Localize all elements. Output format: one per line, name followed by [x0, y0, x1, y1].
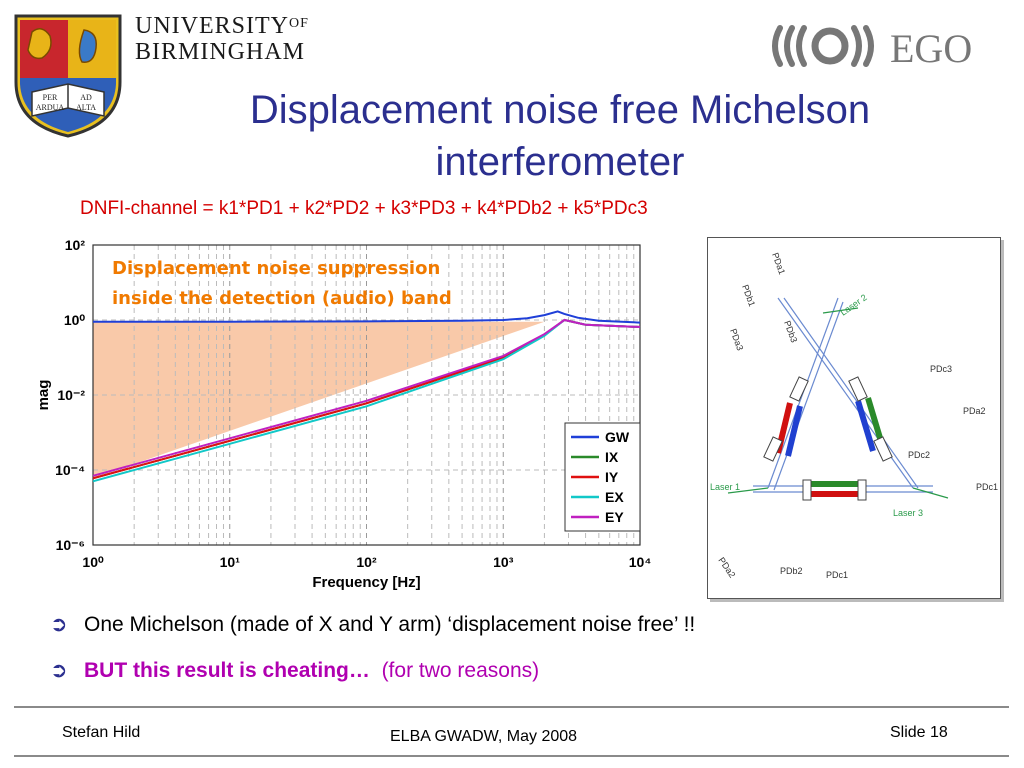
x-tick-label: 10²: [356, 554, 377, 570]
y-tick-label: 10⁻²: [57, 387, 85, 403]
university-of: OF: [289, 16, 309, 31]
arrow-bullet-icon: ➲: [50, 613, 68, 636]
bullet-2-strong: BUT this result is cheating…: [84, 659, 370, 682]
bullet-2-note: (for two reasons): [381, 659, 540, 682]
bullet-1: ➲ One Michelson (made of X and Y arm) ‘di…: [50, 612, 695, 637]
svg-text:ALTA: ALTA: [76, 103, 96, 112]
annotation-line: Displacement noise suppression: [112, 258, 440, 279]
label-pdc3: PDc3: [930, 364, 952, 374]
label-laser1: Laser 1: [710, 482, 740, 492]
legend-label-gw: GW: [605, 429, 630, 445]
label-pdc1-bottom: PDc1: [826, 570, 848, 580]
title-line1: Displacement noise free Michelson: [249, 88, 871, 132]
bullet-2: ➲ BUT this result is cheating… (for two r…: [50, 658, 539, 683]
series-line-gw: [93, 310, 641, 324]
label-laser2: Laser 2: [838, 292, 868, 317]
ego-logo: EGO: [770, 22, 1000, 75]
slide-title: Displacement noise free Michelson interf…: [120, 84, 1000, 188]
label-pda3: PDa3: [728, 327, 745, 352]
triangle-interferometer-sketch: PDa1 PDb1 PDb3 PDa3 Laser 2 PDc3 PDa2 PD…: [710, 251, 998, 580]
series-line-ey: [92, 318, 641, 477]
label-pdb1: PDb1: [740, 283, 757, 308]
university-line2: BIRMINGHAM: [135, 39, 306, 65]
y-tick-label: 10⁻⁶: [56, 537, 85, 553]
label-laser3: Laser 3: [893, 508, 923, 518]
x-axis-label: Frequency [Hz]: [312, 574, 420, 590]
svg-text:AD: AD: [80, 93, 92, 102]
x-tick-label: 10¹: [220, 554, 241, 570]
bullet-1-text: One Michelson (made of X and Y arm) ‘dis…: [84, 613, 696, 636]
y-tick-label: 10⁰: [64, 312, 86, 328]
dnfi-formula: DNFI-channel = k1*PD1 + k2*PD2 + k3*PD3 …: [80, 198, 648, 219]
ego-text: EGO: [890, 26, 972, 70]
arrow-bullet-icon: ➲: [50, 659, 68, 682]
legend-label-iy: IY: [605, 469, 619, 485]
footer-slide-number: Slide 18: [890, 724, 948, 741]
footer-author: Stefan Hild: [62, 724, 141, 741]
legend-label-ex: EX: [605, 489, 624, 505]
bode-chart-svg: 10⁰ 10¹ 10² 10³ 10⁴ 10² 10⁰ 10⁻² 10⁻⁴ 10⁻⁶ Frequen…: [35, 237, 652, 591]
legend-label-ey: EY: [605, 509, 624, 525]
svg-text:PER: PER: [43, 93, 58, 102]
legend-label-ix: IX: [605, 449, 619, 465]
university-line1: UNIVERSITY: [135, 13, 289, 39]
plot-frame: [92, 244, 641, 546]
x-tick-label: 10³: [493, 554, 514, 570]
x-tick-label: 10⁴: [629, 554, 652, 570]
footer-rule-bottom: [14, 755, 1009, 757]
y-axis-label: mag: [35, 380, 52, 411]
footer-event: ELBA GWADW, May 2008: [390, 728, 578, 745]
x-tick-label: 10⁰: [82, 554, 104, 570]
svg-text:ARDUA: ARDUA: [36, 103, 65, 112]
label-pda2: PDa2: [963, 406, 986, 416]
label-pda1: PDa1: [770, 251, 787, 276]
y-tick-label: 10⁻⁴: [55, 462, 85, 478]
label-pda2-bottom: PDa2: [716, 555, 737, 579]
label-pdc1-right: PDc1: [976, 482, 998, 492]
label-pdc2: PDc2: [908, 450, 930, 460]
bode-chart: 10⁰ 10¹ 10² 10³ 10⁴ 10² 10⁰ 10⁻² 10⁻⁴ 10⁻⁶ Frequen…: [30, 230, 660, 595]
suppression-band-area: [93, 321, 545, 479]
interferometer-diagram: PDa1 PDb1 PDb3 PDa3 Laser 2 PDc3 PDa2 PD…: [707, 237, 1001, 599]
label-pdb3: PDb3: [782, 319, 799, 344]
university-shield-logo: PER AD ARDUA ALTA: [12, 12, 124, 143]
y-tick-label: 10²: [65, 237, 86, 253]
title-line2: interferometer: [435, 140, 685, 184]
university-name: UNIVERSITYOF BIRMINGHAM: [135, 14, 309, 64]
footer-rule-top: [14, 706, 1009, 708]
annotation-line: inside the detection (audio) band: [112, 288, 452, 309]
label-pdb2: PDb2: [780, 566, 803, 576]
